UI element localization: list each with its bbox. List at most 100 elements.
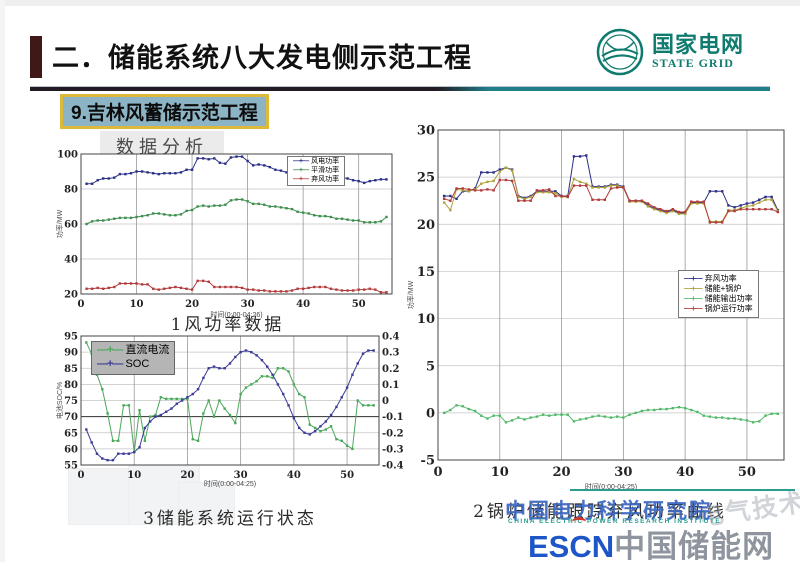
svg-text:30: 30	[241, 299, 255, 310]
svg-text:功率/MW: 功率/MW	[406, 280, 415, 309]
svg-text:10: 10	[491, 465, 509, 480]
svg-text:0.1: 0.1	[382, 380, 399, 391]
legend-item: —+— 风电功率	[293, 158, 339, 167]
svg-text:15: 15	[417, 265, 435, 280]
page-edge-left	[0, 0, 5, 562]
chart1-caption: 1风功率数据	[170, 315, 285, 335]
svg-text:10: 10	[127, 470, 141, 481]
c3-legend: —+— 直流电流 —+— SOC	[91, 341, 176, 375]
c1-legend: —+— 风电功率 —+— 平滑功率 —+— 弃风功率	[287, 156, 346, 187]
svg-text:100: 100	[57, 150, 78, 161]
svg-text:20: 20	[64, 290, 78, 301]
svg-text:85: 85	[64, 364, 78, 375]
svg-text:0: 0	[78, 470, 85, 481]
legend-swatch: —+—	[97, 357, 123, 370]
logo-text-en: STATE GRID	[652, 55, 734, 70]
slide-title: 二．储能系统八大发电侧示范工程	[52, 43, 472, 73]
svg-text:0.4: 0.4	[382, 332, 399, 343]
svg-text:40: 40	[296, 299, 310, 310]
svg-text:50: 50	[738, 465, 756, 480]
legend-label: 弃风功率	[704, 274, 737, 283]
svg-text:0: 0	[426, 406, 435, 421]
svg-text:0.2: 0.2	[382, 364, 399, 375]
svg-text:30: 30	[234, 470, 248, 481]
legend-label: 储能+锅炉	[704, 284, 742, 293]
svg-text:-0.3: -0.3	[382, 444, 404, 455]
project-subtitle: 9.吉林风蓄储示范工程	[60, 94, 269, 129]
svg-text:10: 10	[130, 299, 144, 310]
legend-item: —+— 平滑功率	[293, 167, 339, 176]
svg-text:50: 50	[352, 299, 366, 310]
svg-text:50: 50	[340, 470, 354, 481]
svg-text:60: 60	[64, 220, 78, 231]
wind-power-chart: 20 40 60 80 100 0 10 20 30 40 50 时间(0:00-04:26) 功率/M…	[55, 148, 400, 320]
legend-item: —+— SOC	[97, 358, 169, 372]
svg-text:80: 80	[64, 380, 78, 391]
escn-prefix: ESCN	[528, 529, 615, 564]
cepri-watermark-en: CHINA ELECTRIC POWER RESEARCH INSTITUTE	[508, 518, 722, 525]
legend-label: 储能输出功率	[704, 294, 753, 303]
c2-legend: —+— 弃风功率 —+— 储能+锅炉 —+— 储能输出功率 —+— 锅炉运行功率	[678, 270, 759, 318]
svg-text:80: 80	[64, 185, 78, 196]
svg-text:25: 25	[417, 171, 435, 186]
legend-swatch: —+—	[293, 166, 309, 174]
legend-swatch: —+—	[97, 344, 123, 356]
page-edge-top	[0, 0, 800, 6]
legend-swatch: —+—	[293, 175, 309, 183]
legend-label: 锅炉运行功率	[704, 304, 753, 313]
svg-text:-5: -5	[421, 454, 435, 469]
svg-text:10: 10	[417, 312, 435, 327]
svg-text:-0.1: -0.1	[382, 412, 404, 423]
svg-text:-0.4: -0.4	[382, 461, 404, 472]
svg-text:55: 55	[64, 461, 78, 472]
legend-swatch: —+—	[684, 294, 703, 303]
svg-text:60: 60	[64, 444, 78, 455]
state-grid-logo: 国家电网 STATE GRID	[596, 28, 744, 76]
cepri-underline	[570, 489, 795, 491]
escn-watermark: ESCN中国储能网	[528, 517, 774, 566]
legend-label: SOC	[125, 357, 150, 370]
chart3-caption: 3储能系统运行状态	[143, 509, 317, 529]
legend-swatch: —+—	[684, 284, 703, 293]
state-grid-emblem-icon	[596, 28, 644, 76]
svg-text:20: 20	[553, 465, 571, 480]
svg-text:时间(0:00-04:26): 时间(0:00-04:26)	[210, 310, 262, 319]
svg-text:70: 70	[64, 412, 78, 423]
legend-label: 直流电流	[125, 344, 170, 356]
header-divider	[30, 86, 770, 91]
svg-text:-0.2: -0.2	[382, 428, 404, 439]
logo-text-cn: 国家电网	[652, 31, 745, 57]
svg-text:20: 20	[185, 299, 199, 310]
escn-red-accent	[572, 517, 586, 527]
svg-text:75: 75	[64, 396, 78, 407]
svg-text:65: 65	[64, 428, 78, 439]
legend-label: 弃风功率	[311, 175, 340, 183]
svg-text:时间(0:00-04:25): 时间(0:00-04:25)	[204, 479, 256, 488]
legend-label: 平滑功率	[311, 166, 340, 174]
svg-text:30: 30	[417, 124, 435, 139]
svg-text:40: 40	[676, 465, 694, 480]
legend-item: —+— 锅炉运行功率	[684, 304, 753, 314]
legend-swatch: —+—	[684, 274, 703, 283]
svg-text:0.3: 0.3	[382, 348, 399, 359]
chart2-caption: 2锅炉储能跟踪弃风功率曲线	[473, 502, 727, 522]
svg-text:20: 20	[417, 218, 435, 233]
legend-label: 风电功率	[311, 158, 340, 165]
svg-text:30: 30	[614, 465, 632, 480]
legend-swatch: —+—	[293, 158, 309, 165]
svg-text:时间(0:00-04:25): 时间(0:00-04:25)	[585, 482, 637, 491]
storage-status-chart: 55 60 65 70 75 80 85 90 95 0 10 20 30 40 50 -0.4 -0.3 -0.…	[55, 331, 409, 489]
svg-text:0: 0	[382, 396, 389, 407]
cepri-watermark: 中国电力科学研究院	[505, 500, 712, 523]
svg-text:0: 0	[78, 299, 85, 310]
svg-text:40: 40	[64, 255, 78, 266]
legend-item: —+— 储能+锅炉	[684, 284, 753, 294]
svg-text:40: 40	[287, 470, 301, 481]
boiler-storage-chart: -5 0 5 10 15 20 25 30 0 10 20 30 40 50 时间(0:00-04:25) 功…	[406, 120, 796, 492]
svg-text:0: 0	[433, 465, 442, 480]
legend-swatch: —+—	[684, 304, 703, 313]
wind-power-chart-svg: 20 40 60 80 100 0 10 20 30 40 50 时间(0:00-04:26) 功率/M…	[55, 150, 393, 319]
svg-text:90: 90	[64, 348, 78, 359]
svg-text:20: 20	[180, 470, 194, 481]
